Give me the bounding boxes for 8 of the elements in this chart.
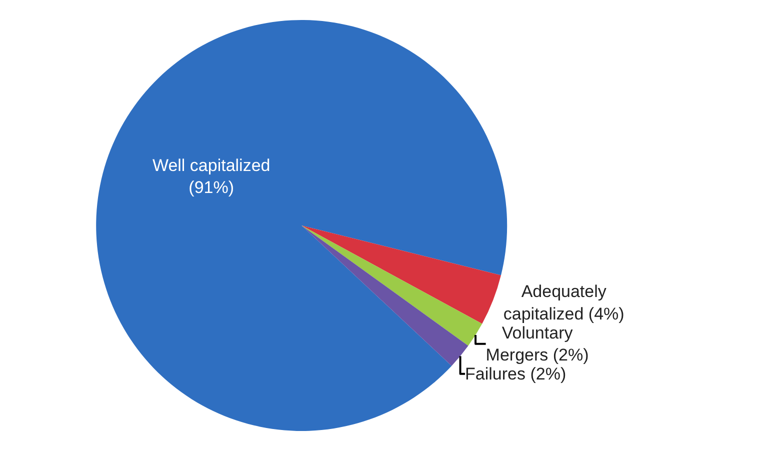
data-label: (91%) bbox=[188, 178, 234, 197]
pie-slice bbox=[302, 226, 482, 346]
slice-label: Failures (2%) bbox=[465, 364, 566, 384]
slice-label: Adequately capitalized (4%) bbox=[503, 282, 624, 324]
pie-slice bbox=[302, 226, 501, 324]
slice-label: Well capitalized bbox=[152, 156, 270, 175]
slice-label: Voluntary Mergers (2%) bbox=[486, 323, 589, 364]
pie-slice bbox=[302, 226, 468, 366]
